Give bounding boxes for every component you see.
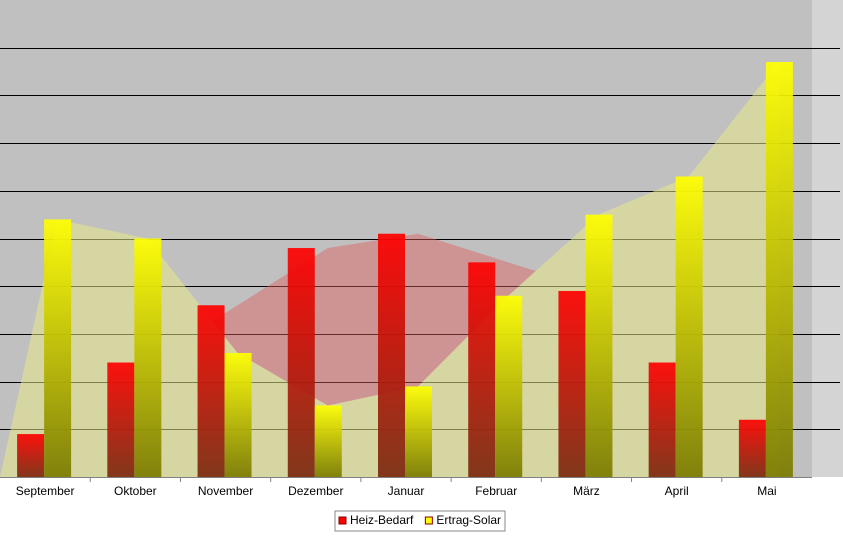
- bar: [765, 62, 793, 477]
- legend-swatch: [338, 516, 347, 525]
- x-tick-label: November: [198, 484, 253, 498]
- bar: [378, 233, 405, 477]
- legend-swatch: [424, 516, 433, 525]
- bar: [287, 248, 315, 477]
- x-tick-label: Dezember: [288, 484, 343, 498]
- x-tick-label: Januar: [388, 484, 425, 498]
- bar: [314, 405, 342, 477]
- bar: [468, 262, 496, 477]
- x-tick-label: Oktober: [114, 484, 157, 498]
- x-tick-label: März: [573, 484, 600, 498]
- legend-label: Ertrag-Solar: [436, 513, 501, 527]
- plot-margin: [812, 0, 843, 477]
- bar: [44, 219, 72, 478]
- x-tick-label: September: [16, 484, 75, 498]
- bar: [224, 352, 252, 477]
- x-tick-label: April: [665, 484, 689, 498]
- bar: [558, 290, 586, 477]
- x-tick-label: Februar: [475, 484, 517, 498]
- bar: [675, 176, 703, 478]
- legend: [334, 510, 506, 532]
- bar: [738, 419, 766, 477]
- legend-label: Heiz-Bedarf: [350, 513, 414, 527]
- bar: [17, 434, 45, 477]
- x-tick-label: Mai: [757, 484, 776, 498]
- bar: [648, 362, 676, 477]
- bar: [107, 362, 135, 477]
- bar: [134, 238, 162, 477]
- bar: [495, 295, 523, 477]
- bar: [405, 386, 432, 477]
- bar: [585, 214, 613, 477]
- bar: [197, 305, 225, 477]
